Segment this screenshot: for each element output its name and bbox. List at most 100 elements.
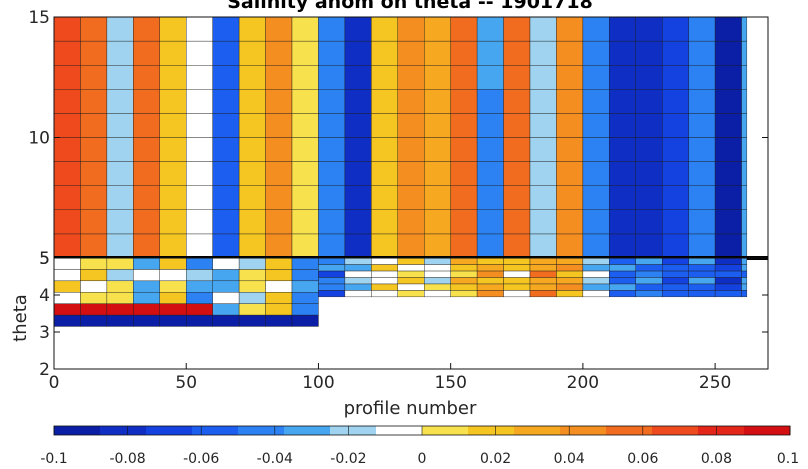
lower-heatmap-cell xyxy=(344,277,372,285)
lower-heatmap-cell xyxy=(133,314,160,327)
lower-heatmap-cell xyxy=(397,264,425,272)
lower-heatmap-cell xyxy=(133,280,160,293)
upper-heatmap-cell xyxy=(450,233,478,259)
upper-heatmap-cell xyxy=(688,64,716,90)
upper-heatmap-cell xyxy=(688,113,716,138)
lower-heatmap-cell xyxy=(529,290,557,298)
upper-heatmap-cell xyxy=(344,89,372,114)
x-tick-label: 50 xyxy=(175,373,197,393)
upper-heatmap-cell xyxy=(371,113,398,138)
upper-heatmap-cell xyxy=(238,137,266,162)
lower-heatmap-cell xyxy=(450,264,478,272)
lower-heatmap-cell xyxy=(371,270,398,278)
upper-heatmap-cell xyxy=(265,16,293,42)
upper-heatmap-cell xyxy=(291,185,319,210)
upper-heatmap-cell xyxy=(133,16,160,42)
upper-heatmap-cell xyxy=(133,113,160,138)
lower-heatmap-cell xyxy=(662,264,689,272)
upper-heatmap-cell xyxy=(186,233,213,259)
lower-heatmap-cell xyxy=(556,283,584,291)
lower-heatmap-cell xyxy=(106,269,134,282)
upper-heatmap-cell xyxy=(212,16,240,42)
upper-heatmap-cell xyxy=(714,233,742,259)
lower-heatmap-cell xyxy=(424,283,451,291)
upper-heatmap-cell xyxy=(556,233,584,259)
colorbar-tick-label: 0 xyxy=(418,451,427,467)
upper-heatmap-cell xyxy=(344,209,372,235)
upper-heatmap-cell xyxy=(159,113,187,138)
upper-heatmap-cell xyxy=(503,89,531,114)
upper-heatmap-cell xyxy=(529,185,557,210)
upper-heatmap-cell xyxy=(476,64,504,90)
upper-heatmap-cell xyxy=(159,137,187,162)
upper-heatmap-cell xyxy=(741,113,748,138)
upper-heatmap-cell xyxy=(476,185,504,210)
upper-heatmap-cell xyxy=(238,16,266,42)
lower-heatmap-cell xyxy=(291,269,319,282)
upper-heatmap-cell xyxy=(450,209,478,235)
upper-heatmap-cell xyxy=(635,113,663,138)
lower-heatmap-cell xyxy=(529,264,557,272)
upper-heatmap-cell xyxy=(80,137,108,162)
lower-heatmap-cell xyxy=(662,290,689,298)
upper-heatmap-cell xyxy=(397,233,425,259)
upper-heatmap-cell xyxy=(503,233,531,259)
lower-heatmap-cell xyxy=(741,283,748,291)
lower-heatmap-cell xyxy=(662,257,689,265)
upper-heatmap-cell xyxy=(397,185,425,210)
upper-heatmap-cell xyxy=(291,233,319,259)
lower-heatmap-cell xyxy=(582,283,610,291)
upper-heatmap-cell xyxy=(159,233,187,259)
upper-heatmap-cell xyxy=(291,137,319,162)
lower-heatmap-cell xyxy=(529,257,557,265)
upper-heatmap-cell xyxy=(662,209,689,235)
upper-heatmap-cell xyxy=(80,185,108,210)
upper-heatmap-cell xyxy=(212,89,240,114)
lower-heatmap-cell xyxy=(212,292,240,304)
lower-heatmap-cell xyxy=(397,290,425,298)
lower-heatmap-cell xyxy=(371,277,398,285)
upper-heatmap-cell xyxy=(609,185,636,210)
upper-heatmap-cell xyxy=(265,137,293,162)
lower-heatmap-cell xyxy=(186,303,213,316)
x-axis-label: profile number xyxy=(344,398,477,419)
upper-heatmap-cell xyxy=(291,113,319,138)
upper-heatmap-cell xyxy=(556,40,584,66)
lower-y-tick-label: 3 xyxy=(39,323,50,343)
lower-heatmap-cell xyxy=(556,277,584,285)
upper-heatmap-cell xyxy=(133,137,160,162)
upper-heatmap-cell xyxy=(503,185,531,210)
lower-heatmap-cell xyxy=(212,257,240,270)
lower-heatmap-cell xyxy=(424,277,451,285)
lower-heatmap-cell xyxy=(635,283,663,291)
lower-heatmap-cell xyxy=(265,269,293,282)
upper-heatmap-cell xyxy=(106,185,134,210)
upper-heatmap-cell xyxy=(53,16,81,42)
upper-heatmap-cell xyxy=(529,137,557,162)
upper-heatmap-cell xyxy=(476,40,504,66)
upper-heatmap-cell xyxy=(238,64,266,90)
lower-heatmap-cell xyxy=(714,264,742,272)
upper-heatmap-cell xyxy=(424,185,451,210)
upper-heatmap-cell xyxy=(159,185,187,210)
upper-heatmap-cell xyxy=(133,185,160,210)
upper-heatmap-cell xyxy=(609,64,636,90)
upper-heatmap-cell xyxy=(186,89,213,114)
y-axis-label: theta xyxy=(10,294,31,342)
lower-heatmap-cell xyxy=(609,277,636,285)
lower-heatmap-cell xyxy=(662,270,689,278)
upper-heatmap-cell xyxy=(397,40,425,66)
upper-heatmap-cell xyxy=(397,161,425,186)
lower-heatmap-cell xyxy=(265,314,293,327)
lower-heatmap-cell xyxy=(53,292,81,304)
lower-heatmap-cell xyxy=(503,290,531,298)
upper-heatmap-cell xyxy=(529,233,557,259)
colorbar-segment xyxy=(100,426,147,435)
lower-heatmap-cell xyxy=(741,290,748,298)
lower-heatmap-cell xyxy=(424,257,451,265)
upper-heatmap-cell xyxy=(291,161,319,186)
upper-heatmap-cell xyxy=(582,113,610,138)
upper-heatmap-cell xyxy=(635,233,663,259)
upper-heatmap-cell xyxy=(556,137,584,162)
